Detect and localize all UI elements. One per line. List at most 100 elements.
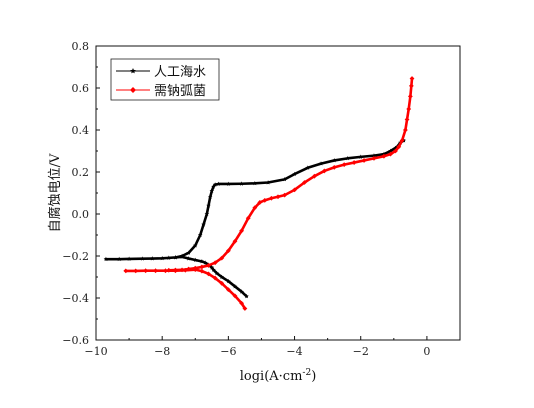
legend: 人工海水 需钠弧菌: [110, 58, 220, 101]
series-0-point: [345, 155, 350, 161]
legend-box: [110, 58, 220, 101]
series-1-point: [409, 76, 415, 81]
series-1-point: [408, 83, 414, 89]
series-1-point: [219, 280, 225, 286]
series-1-point: [225, 248, 231, 254]
series-1-line-1: [167, 77, 414, 272]
series-1-point: [232, 293, 238, 299]
x-tick-label: −2: [353, 345, 369, 358]
series-1-point: [361, 158, 367, 163]
series-1-point: [239, 300, 244, 306]
series-0-point: [209, 265, 215, 270]
series-0-point: [103, 256, 109, 262]
series-0-point: [226, 278, 231, 284]
series-0-point: [197, 232, 203, 237]
series-0-point: [116, 256, 122, 262]
series-0-point: [371, 153, 377, 158]
series-1: [123, 76, 415, 311]
series-0-point: [358, 154, 364, 159]
series-0-point: [318, 161, 324, 166]
series-1-point: [179, 267, 185, 273]
series-1-point: [396, 144, 402, 150]
series-1-point: [388, 151, 393, 157]
series-1-point: [404, 117, 410, 122]
series-0-point: [232, 284, 238, 289]
legend-marker-vibrio: [130, 87, 136, 93]
series-0-point: [173, 255, 178, 260]
series-0-point: [292, 171, 297, 177]
legend-label-seawater: 人工海水: [154, 65, 206, 80]
series-0-point: [202, 260, 208, 265]
series-1-point: [239, 228, 244, 234]
series-1-point: [206, 271, 211, 277]
series-0-point: [211, 184, 216, 189]
x-tick-label: −6: [220, 345, 236, 358]
series-0-point: [211, 267, 216, 272]
y-tick-label: −0.4: [62, 292, 89, 305]
series-0-point: [126, 256, 132, 261]
series-0-point: [166, 255, 172, 260]
series-0-point: [331, 158, 337, 163]
series-1-point: [393, 148, 398, 154]
series-1-point: [302, 180, 307, 185]
series-1-point: [242, 306, 248, 311]
series-1-point: [199, 264, 205, 270]
legend-marker-seawater: [130, 68, 136, 74]
series-1-point: [186, 266, 192, 272]
series-1-line-0: [124, 268, 247, 310]
series-1-point: [275, 194, 281, 200]
y-tick-label: 0.8: [72, 40, 90, 53]
y-axis-title: 自腐蚀电位/V: [48, 153, 63, 232]
series-0-point: [226, 181, 231, 186]
series-0-point: [199, 259, 205, 264]
series-0-point: [192, 243, 198, 248]
legend-label-vibrio: 需钠弧菌: [154, 84, 206, 99]
series-0-point: [186, 256, 191, 261]
series-0-point: [239, 289, 244, 294]
series-1-point: [351, 160, 357, 165]
series-1-point: [399, 138, 405, 143]
series-1-point: [219, 255, 225, 261]
series-0-point: [179, 253, 185, 258]
series-1-point: [268, 195, 274, 201]
series-0-point: [265, 180, 271, 185]
y-tick-label: 0.2: [72, 166, 90, 179]
series-0-point: [219, 274, 225, 279]
series-1-point: [212, 275, 218, 281]
series-1-point: [143, 268, 149, 274]
series-0-point: [244, 293, 249, 299]
series-0-point: [388, 148, 393, 153]
series-1-point: [341, 162, 347, 168]
series-0-point: [216, 181, 221, 186]
series-0-point: [149, 256, 155, 261]
series-1-point: [153, 268, 158, 274]
series-0-point: [159, 255, 165, 261]
y-tick-label: 0.4: [72, 124, 90, 137]
series-1-point: [245, 215, 251, 221]
series-0: [103, 138, 407, 299]
y-axis: −0.6 −0.4 −0.2 0.0 0.2 0.4 0.6 0.8: [62, 40, 100, 347]
series-1-point: [133, 268, 139, 274]
series-1-point: [225, 287, 231, 292]
series-0-line-0: [104, 255, 248, 298]
series-1-point: [312, 173, 317, 179]
series-1-point: [257, 200, 263, 205]
x-tick-label: −4: [286, 345, 302, 358]
series-1-point: [212, 260, 218, 266]
series-0-point: [282, 176, 287, 182]
series-0-point: [206, 203, 211, 208]
series-0-point: [209, 188, 215, 193]
x-tick-label: −8: [154, 345, 170, 358]
series-1-point: [403, 127, 408, 133]
series-1-point: [407, 94, 413, 99]
series-0-point: [239, 181, 244, 186]
series-0-point: [252, 180, 258, 186]
series-0-point: [212, 182, 218, 187]
series-1-point: [123, 268, 129, 274]
series-1-point: [331, 164, 337, 170]
series-0-point: [186, 250, 191, 255]
series-1-point: [371, 155, 377, 161]
series-1-point: [292, 187, 297, 193]
series-1-point: [262, 197, 268, 203]
x-axis-title: logi(A·cm-2): [240, 368, 317, 384]
